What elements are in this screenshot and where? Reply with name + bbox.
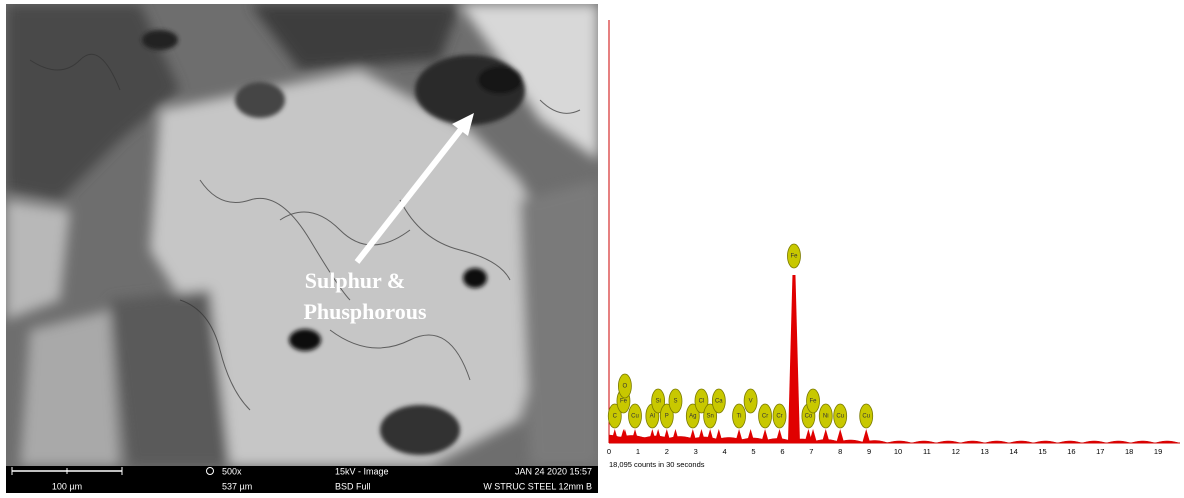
annotation: Phusphorous [303, 299, 427, 324]
peak-badge-label: Cl [699, 399, 705, 405]
peak-badge-label: P [665, 414, 669, 420]
x-tick-label: 14 [1009, 447, 1017, 456]
peak [836, 429, 844, 443]
peak [761, 429, 769, 443]
page: Sulphur & Phusphorous 100 µm 500x 537 µm… [0, 0, 1184, 493]
x-tick-label: 5 [751, 447, 755, 456]
annotation: Sulphur & [305, 268, 405, 293]
peak [747, 429, 755, 443]
peak [689, 429, 697, 443]
peak [715, 429, 723, 443]
peak-badge-label: Sn [706, 414, 713, 420]
x-tick-label: 7 [809, 447, 813, 456]
peak [663, 429, 671, 443]
x-tick-label: 1 [636, 447, 640, 456]
x-tick-label: 16 [1067, 447, 1075, 456]
x-tick-label: 17 [1096, 447, 1104, 456]
x-tick-label: 4 [723, 447, 727, 456]
peak-badge-label: Fe [810, 399, 818, 405]
x-tick-label: 9 [867, 447, 871, 456]
peak [671, 429, 679, 443]
x-tick-label: 13 [981, 447, 989, 456]
caption: 18,095 counts in 30 seconds [609, 460, 705, 469]
x-tick-label: 3 [694, 447, 698, 456]
date: JAN 24 2020 15:57 [515, 466, 592, 476]
detector: BSD Full [335, 481, 371, 491]
x-tick-label: 18 [1125, 447, 1133, 456]
peak [776, 429, 784, 443]
x-tick-label: 2 [665, 447, 669, 456]
x-tick-label: 6 [780, 447, 784, 456]
peak-badge-label: Cr [762, 414, 768, 420]
peak-badge-label: V [749, 399, 753, 405]
x-tick-label: 8 [838, 447, 842, 456]
field-width: 537 µm [222, 481, 252, 491]
sem-image [6, 4, 598, 466]
peak-badge-label: Al [650, 414, 655, 420]
peak-badge-label: Cr [776, 414, 782, 420]
peak [862, 429, 870, 443]
voltage: 15kV - Image [335, 466, 389, 476]
peak-badge-label: C [613, 414, 618, 420]
peak-badge-label: Ni [823, 414, 829, 420]
peak [697, 429, 705, 443]
peak-badge-label: Fe [620, 399, 628, 405]
x-tick-label: 0 [607, 447, 611, 456]
sample: W STRUC STEEL 12mm B [483, 481, 592, 491]
peak [706, 429, 714, 443]
peak [822, 429, 830, 443]
peak-badge-label: Co [805, 414, 813, 420]
peak [735, 429, 743, 443]
peak-badge-label: Ti [737, 414, 742, 420]
scale-label: 100 µm [52, 481, 82, 491]
peak-badge-label: O [623, 384, 628, 390]
x-tick-label: 19 [1154, 447, 1162, 456]
x-tick-label: 10 [894, 447, 902, 456]
figure: Sulphur & Phusphorous 100 µm 500x 537 µm… [0, 0, 1184, 493]
x-tick-label: 12 [952, 447, 960, 456]
peak-badge-label: Cu [862, 414, 870, 420]
peak-badge-label: Ag [689, 414, 696, 420]
magnification: 500x [222, 466, 242, 476]
major-peak [788, 275, 800, 443]
peak-badge-label: Si [655, 399, 660, 405]
peak-badge-label: S [673, 399, 677, 405]
peak-badge-label: Cu [836, 414, 844, 420]
x-tick-label: 11 [923, 447, 931, 456]
major-peak-badge-label: Fe [790, 254, 798, 260]
x-tick-label: 15 [1038, 447, 1046, 456]
peak-badge-label: Cu [631, 414, 639, 420]
peak-badge-label: Ca [715, 399, 723, 405]
